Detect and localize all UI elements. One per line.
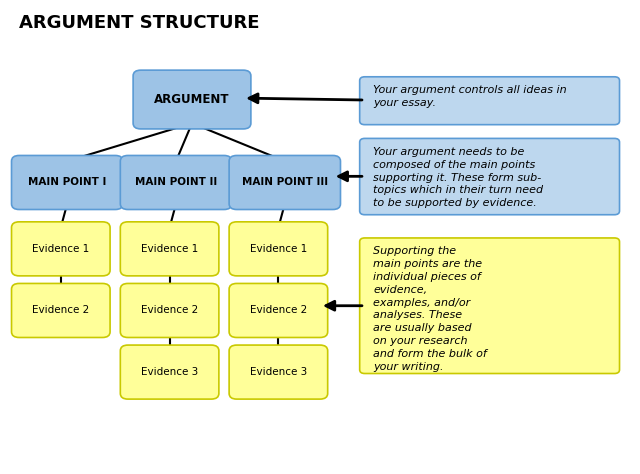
- Text: Evidence 3: Evidence 3: [141, 367, 198, 377]
- Text: MAIN POINT III: MAIN POINT III: [242, 177, 328, 188]
- FancyBboxPatch shape: [360, 238, 620, 374]
- FancyBboxPatch shape: [120, 283, 219, 337]
- Text: Evidence 3: Evidence 3: [250, 367, 307, 377]
- FancyBboxPatch shape: [229, 155, 340, 210]
- FancyBboxPatch shape: [120, 222, 219, 276]
- FancyBboxPatch shape: [120, 345, 219, 399]
- Text: ARGUMENT: ARGUMENT: [154, 93, 230, 106]
- FancyBboxPatch shape: [229, 345, 328, 399]
- Text: Evidence 2: Evidence 2: [141, 305, 198, 316]
- FancyBboxPatch shape: [360, 138, 620, 215]
- Text: MAIN POINT I: MAIN POINT I: [28, 177, 106, 188]
- Text: Your argument needs to be
composed of the main points
supporting it. These form : Your argument needs to be composed of th…: [373, 147, 543, 208]
- FancyBboxPatch shape: [133, 70, 251, 129]
- Text: Evidence 1: Evidence 1: [141, 244, 198, 254]
- Text: ARGUMENT STRUCTURE: ARGUMENT STRUCTURE: [19, 14, 260, 32]
- Text: Supporting the
main points are the
individual pieces of
evidence,
examples, and/: Supporting the main points are the indiv…: [373, 246, 487, 372]
- Text: MAIN POINT II: MAIN POINT II: [135, 177, 217, 188]
- FancyBboxPatch shape: [12, 155, 123, 210]
- FancyBboxPatch shape: [12, 222, 110, 276]
- Text: Your argument controls all ideas in
your essay.: Your argument controls all ideas in your…: [373, 85, 567, 108]
- FancyBboxPatch shape: [229, 283, 328, 337]
- FancyBboxPatch shape: [360, 77, 620, 125]
- FancyBboxPatch shape: [12, 283, 110, 337]
- FancyBboxPatch shape: [120, 155, 232, 210]
- Text: Evidence 2: Evidence 2: [32, 305, 90, 316]
- Text: Evidence 1: Evidence 1: [250, 244, 307, 254]
- Text: Evidence 1: Evidence 1: [32, 244, 90, 254]
- Text: Evidence 2: Evidence 2: [250, 305, 307, 316]
- FancyBboxPatch shape: [229, 222, 328, 276]
